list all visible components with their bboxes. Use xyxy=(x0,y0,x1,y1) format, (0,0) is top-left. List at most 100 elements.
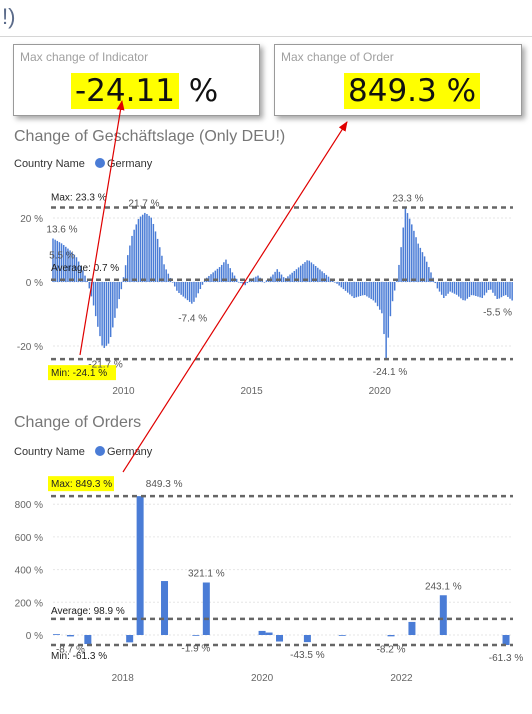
bar[interactable] xyxy=(364,282,366,296)
bar[interactable] xyxy=(161,255,163,282)
bar[interactable] xyxy=(103,282,106,348)
bar[interactable] xyxy=(408,621,416,635)
bar[interactable] xyxy=(184,282,187,299)
bar[interactable] xyxy=(126,255,129,282)
bar[interactable] xyxy=(118,282,120,300)
bar[interactable] xyxy=(502,635,510,646)
bar[interactable] xyxy=(295,269,298,282)
bar[interactable] xyxy=(332,280,334,282)
bar[interactable] xyxy=(485,282,488,293)
bar[interactable] xyxy=(238,282,240,283)
bar[interactable] xyxy=(116,282,118,309)
bar[interactable] xyxy=(227,263,229,282)
bar[interactable] xyxy=(411,224,413,282)
bar[interactable] xyxy=(101,282,103,346)
bar[interactable] xyxy=(94,282,97,317)
bar[interactable] xyxy=(455,282,458,295)
bar[interactable] xyxy=(378,282,381,310)
bar[interactable] xyxy=(464,282,466,301)
bar[interactable] xyxy=(223,262,225,282)
bar[interactable] xyxy=(344,282,347,291)
bar[interactable] xyxy=(387,282,390,338)
bar[interactable] xyxy=(500,282,503,298)
bar[interactable] xyxy=(374,282,377,303)
bar[interactable] xyxy=(133,229,135,282)
bar[interactable] xyxy=(338,635,346,636)
bar[interactable] xyxy=(73,254,76,282)
bar[interactable] xyxy=(258,630,266,635)
bar[interactable] xyxy=(66,635,74,637)
bar[interactable] xyxy=(419,247,422,282)
bar[interactable] xyxy=(99,282,101,337)
bar[interactable] xyxy=(156,238,159,282)
bar[interactable] xyxy=(417,243,419,282)
bar[interactable] xyxy=(472,282,475,296)
bar[interactable] xyxy=(430,272,432,282)
bar[interactable] xyxy=(154,231,157,282)
bar[interactable] xyxy=(434,282,437,284)
bar[interactable] xyxy=(191,282,193,304)
bar[interactable] xyxy=(475,282,477,296)
bar[interactable] xyxy=(52,634,60,635)
bar[interactable] xyxy=(186,282,189,301)
bar[interactable] xyxy=(306,260,308,282)
bar[interactable] xyxy=(511,282,513,301)
bar[interactable] xyxy=(317,267,319,282)
bar[interactable] xyxy=(105,282,108,346)
bar[interactable] xyxy=(400,247,402,282)
bar[interactable] xyxy=(451,282,454,293)
bar[interactable] xyxy=(291,272,293,282)
bar[interactable] xyxy=(203,280,206,282)
bar[interactable] xyxy=(109,282,112,338)
bar[interactable] xyxy=(289,274,291,282)
bar[interactable] xyxy=(381,282,383,314)
bar[interactable] xyxy=(340,282,343,288)
bar[interactable] xyxy=(202,582,210,635)
bar[interactable] xyxy=(406,213,409,282)
bar[interactable] xyxy=(144,212,146,282)
bar[interactable] xyxy=(265,280,268,282)
bar[interactable] xyxy=(303,635,311,643)
bar[interactable] xyxy=(466,282,469,299)
bar[interactable] xyxy=(131,235,133,282)
bar[interactable] xyxy=(502,282,505,296)
bar[interactable] xyxy=(509,282,511,299)
bar[interactable] xyxy=(188,282,191,302)
bar[interactable] xyxy=(310,262,313,282)
bar[interactable] xyxy=(458,282,460,297)
bar[interactable] xyxy=(393,282,396,291)
bar[interactable] xyxy=(402,227,404,282)
bar[interactable] xyxy=(447,282,449,294)
bar[interactable] xyxy=(135,224,138,282)
bar[interactable] xyxy=(178,282,180,294)
bar[interactable] xyxy=(408,218,411,282)
bar[interactable] xyxy=(507,282,509,297)
bar[interactable] xyxy=(280,274,283,282)
bar[interactable] xyxy=(176,282,178,291)
bar[interactable] xyxy=(136,496,144,635)
bar[interactable] xyxy=(146,214,148,282)
bar[interactable] xyxy=(77,261,80,282)
bar[interactable] xyxy=(312,264,315,282)
bar[interactable] xyxy=(368,282,370,298)
bar[interactable] xyxy=(148,215,150,282)
bar[interactable] xyxy=(124,265,127,282)
bar[interactable] xyxy=(276,269,278,282)
bar[interactable] xyxy=(199,282,202,290)
bar[interactable] xyxy=(361,282,364,296)
bar[interactable] xyxy=(449,282,451,292)
bar[interactable] xyxy=(470,282,473,296)
bar[interactable] xyxy=(425,261,428,282)
bar[interactable] xyxy=(120,282,123,290)
bar[interactable] xyxy=(152,223,155,282)
bar[interactable] xyxy=(334,282,336,283)
bar[interactable] xyxy=(214,270,217,282)
bar[interactable] xyxy=(346,282,349,293)
bar[interactable] xyxy=(216,268,219,282)
bar[interactable] xyxy=(242,282,244,285)
bar[interactable] xyxy=(504,282,507,296)
bar[interactable] xyxy=(302,263,304,282)
bar[interactable] xyxy=(308,260,311,282)
bar[interactable] xyxy=(229,268,231,282)
bar[interactable] xyxy=(272,274,274,282)
